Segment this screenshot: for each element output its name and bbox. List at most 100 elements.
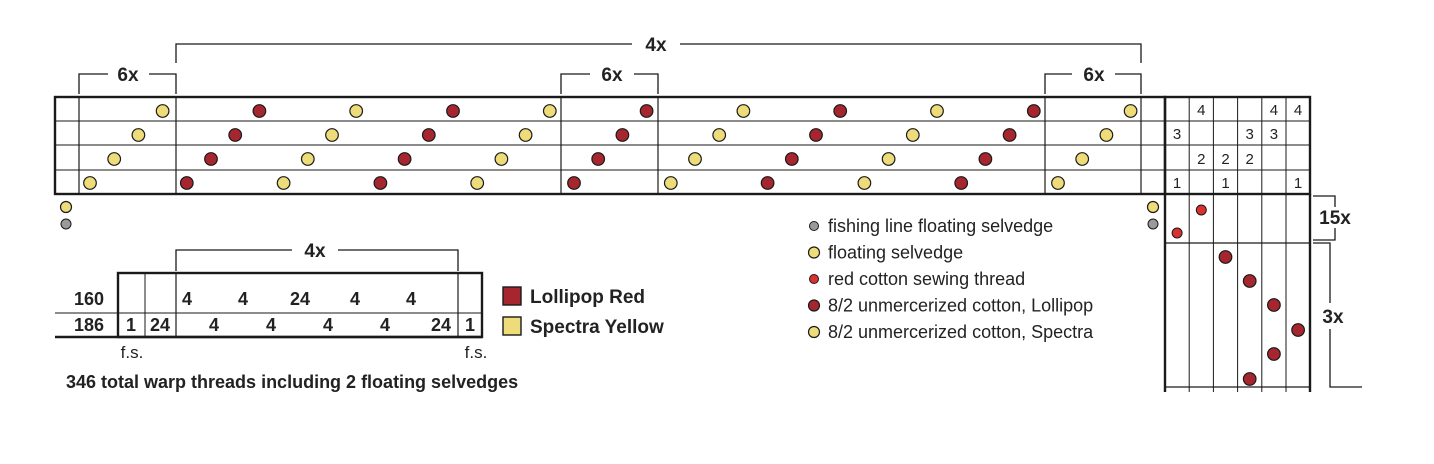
warp-row1-cell: 24 [290, 289, 310, 309]
threading-dot-yellow [349, 104, 364, 118]
legend-swatch-red [807, 299, 821, 312]
legend-swatch-yellow [807, 246, 821, 259]
tieup-cell: 1 [1173, 175, 1181, 192]
warp-row2-cell: 24 [431, 315, 451, 335]
threading-dot-yellow [155, 104, 170, 118]
legend-label: floating selvedge [828, 243, 963, 263]
warp-row1-cell: 4 [238, 289, 248, 309]
tieup-cell: 4 [1270, 102, 1278, 119]
legend-label: 8/2 unmercerized cotton, Spectra [828, 322, 1094, 342]
selvedge-dot-yellow [1146, 200, 1160, 214]
repeat-label-4x: 4x [645, 35, 667, 56]
threading-dot-red [1026, 104, 1041, 118]
warp-row1-values: 4 4 24 4 4 [182, 289, 416, 309]
threading-dot-yellow [712, 128, 727, 142]
treadling-dot-red [1266, 347, 1281, 361]
threading-grid [53, 95, 1167, 196]
warp-row2-cell: 4 [380, 315, 390, 335]
warp-row1-cell: 4 [350, 289, 360, 309]
threading-dot-yellow [83, 176, 97, 190]
warp-table-4x-bracket [175, 249, 459, 271]
threading-dot-red [421, 128, 436, 142]
tieup-numbers: 4 4 43 3 32 2 21 1 1 [1173, 102, 1302, 192]
threading-dot-red [446, 104, 460, 118]
tieup-cell: 4 [1294, 102, 1302, 119]
threading-dot-red [1002, 128, 1017, 142]
threading-dot-red [615, 128, 630, 142]
bracket-15x [1313, 195, 1336, 241]
threading-dot-yellow [688, 152, 702, 166]
threading-dot-red [978, 152, 993, 166]
tieup-grid [1163, 95, 1312, 196]
threading-dot-yellow [1051, 176, 1065, 190]
treadling-grid [1163, 194, 1312, 392]
threading-dot-red [204, 152, 218, 166]
threading-dot-red [784, 152, 799, 166]
legend-swatch-gray [809, 221, 819, 231]
threading-dot-yellow [1099, 128, 1114, 142]
treadling-dot-thread_red [1195, 204, 1207, 216]
warp-row2-total: 186 [74, 315, 104, 335]
threading-dot-yellow [930, 104, 944, 118]
warp-row2-cell: 4 [209, 315, 219, 335]
tieup-cell: 2 [1246, 151, 1254, 168]
legend-label: fishing line floating selvedge [828, 216, 1053, 236]
floating-selvedge-dots [59, 200, 1160, 230]
bracket-4x [175, 43, 1142, 63]
repeat-label-6x-left: 6x [117, 65, 139, 86]
treadling-dot-red [1218, 250, 1233, 264]
threading-dot-red [228, 128, 243, 142]
threading-dot-yellow [542, 104, 557, 118]
threading-dot-yellow [494, 152, 509, 166]
repeat-label-6x-mid: 6x [601, 65, 623, 86]
treadling-dot-red [1242, 372, 1257, 386]
threading-dot-yellow [1075, 152, 1090, 166]
treadling-dot-red [1266, 298, 1281, 312]
threading-dot-yellow [325, 128, 339, 142]
selvedge-dot-yellow [59, 200, 73, 214]
threading-dot-yellow [663, 176, 678, 190]
repeat-label-15x: 15x [1319, 208, 1351, 229]
threading-dot-yellow [518, 128, 533, 142]
threading-dot-red [397, 152, 412, 166]
legend-swatch-thread_red [809, 274, 819, 284]
threading-dot-yellow [881, 152, 896, 166]
color-key-label: Spectra Yellow [530, 317, 664, 338]
bracket-6x-right [1044, 73, 1142, 94]
color-key: Lollipop Red Spectra Yellow [502, 286, 664, 338]
threading-dot-yellow [1123, 104, 1138, 118]
warp-table [55, 249, 484, 339]
threading-dot-red [639, 104, 654, 118]
tieup-cell: 1 [1294, 175, 1302, 192]
repeat-label-3x: 3x [1322, 307, 1344, 328]
treadling-dot-thread_red [1171, 227, 1183, 239]
threading-dots [83, 104, 1138, 190]
warp-row2-right-1: 1 [465, 315, 475, 335]
threading-dot-red [373, 176, 388, 190]
threading-dot-red [179, 176, 194, 190]
threading-dot-yellow [470, 176, 485, 190]
warp-caption: 346 total warp threads including 2 float… [66, 372, 518, 392]
warp-row2-values: 4 4 4 4 24 [209, 315, 451, 335]
threading-dot-red [591, 152, 606, 166]
tieup-cell: 3 [1173, 126, 1181, 143]
bracket-3x [1313, 242, 1362, 388]
legend-label: red cotton sewing thread [828, 269, 1025, 289]
selvedge-dot-gray [60, 218, 72, 230]
bracket-6x-left [78, 73, 177, 94]
warp-row2-cell: 4 [323, 315, 333, 335]
threading-dot-red [809, 128, 823, 142]
treadling-dots [1171, 204, 1305, 386]
threading-dot-red [760, 176, 775, 190]
color-key-swatch-yellow [502, 316, 522, 336]
threading-dot-yellow [857, 176, 872, 190]
color-key-label: Lollipop Red [530, 287, 645, 308]
warp-row1-cell: 4 [406, 289, 416, 309]
repeat-brackets [78, 43, 1142, 94]
threading-dot-yellow [131, 128, 146, 142]
tieup-cell: 1 [1221, 175, 1229, 192]
repeat-label-6x-right: 6x [1083, 65, 1105, 86]
fs-label-left: f.s. [121, 343, 144, 362]
treadling-repeat-brackets [1313, 195, 1362, 388]
